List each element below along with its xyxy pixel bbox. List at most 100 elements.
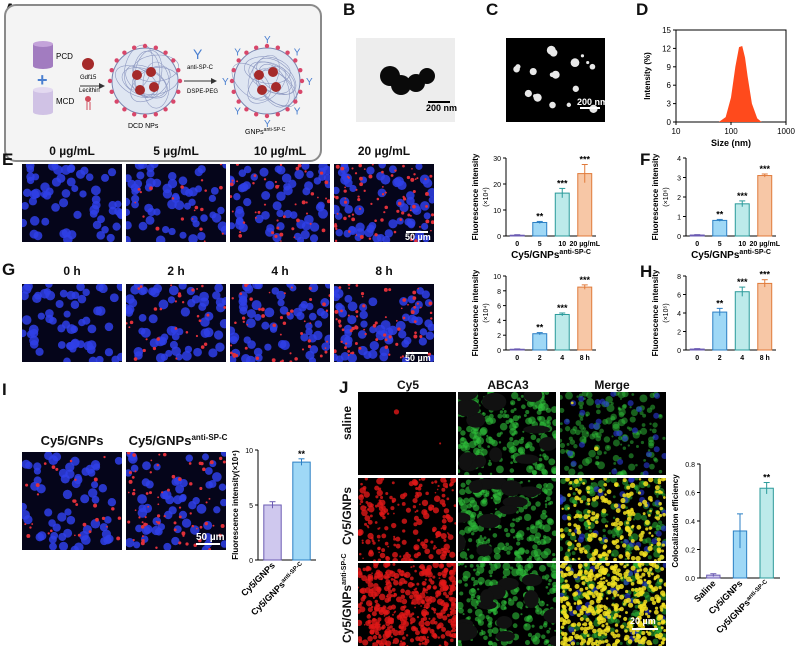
chartG-yunit: (×10⁴) <box>483 303 490 323</box>
antisp-label: anti-SP-C <box>187 65 214 71</box>
j-micrograph-r0-c1 <box>453 384 560 478</box>
d-xtick-label: 1000 <box>777 127 795 136</box>
chartH-category-label: 8 h <box>760 355 770 362</box>
chart-i: 0510Cy5/GNPs**Cy5/GNPsanti-SP-CFluoresce… <box>231 448 316 617</box>
chartH-category-label: 0 <box>695 355 699 362</box>
chartH-yunit: (×10⁵) <box>663 303 670 322</box>
chartE-xlabel: Cy5/GNPsanti-SP-C <box>511 249 591 260</box>
panel_e-condition-0: 0 µg/mL <box>49 144 95 158</box>
chartG-ytick-label: 0 <box>497 348 501 355</box>
chartG-bar <box>532 333 548 351</box>
chartH-bar <box>712 311 728 351</box>
gdf15-icon <box>82 58 94 70</box>
chartE-category-label: 5 <box>538 241 542 248</box>
panel_g-condition-1: 2 h <box>167 264 185 278</box>
micrograph-texture <box>121 159 231 245</box>
chartG-category-label: 0 <box>515 355 519 362</box>
chartG-significance: *** <box>579 275 590 285</box>
schematic-drawing: PCD + MCD Gdf15 Lecithin DCD NPs anti-SP… <box>33 35 313 136</box>
chartF-xlabel: Cy5/GNPsanti-SP-C <box>691 249 771 260</box>
j-micrograph-r0-c0 <box>358 392 456 475</box>
scalebar-c <box>580 107 600 109</box>
svg-text:Y: Y <box>264 119 271 130</box>
chartF-significance: *** <box>759 164 770 174</box>
chartH-ytick-label: 2 <box>677 330 681 337</box>
chartG-category-label: 8 h <box>580 355 590 362</box>
micrograph-texture <box>18 280 127 366</box>
chartG-ylabel: Fluorescence intensity <box>471 270 480 356</box>
antibody-icon: Y <box>193 46 203 62</box>
micrograph-texture <box>357 476 457 564</box>
chartH-significance: ** <box>716 298 724 308</box>
chartF-ylabel: Fluorescence intensity <box>651 153 660 240</box>
chartF-yunit: (×10⁶) <box>663 187 670 206</box>
j-col-abca3: ABCA3 <box>487 378 529 392</box>
chartF-ytick-label: 3 <box>677 176 681 183</box>
d-ylabel: Intensity (%) <box>643 52 652 100</box>
panel_e-condition-1: 5 µg/mL <box>153 144 199 158</box>
micrograph-texture <box>121 280 230 363</box>
chartI-ytick-label: 10 <box>245 448 253 455</box>
chartE-bar <box>532 221 548 237</box>
micrograph-texture <box>18 161 126 245</box>
micrograph-texture <box>450 474 559 564</box>
chartF-ytick-label: 1 <box>677 215 681 222</box>
j-micrograph-r1-c2 <box>557 475 670 564</box>
svg-text:Y: Y <box>264 35 271 46</box>
chartG-category-label: 4 <box>560 355 564 362</box>
panel_g-condition-0: 0 h <box>63 264 81 278</box>
j-row-cy5gnps: Cy5/GNPs <box>340 486 354 545</box>
chartE-significance: *** <box>579 155 590 165</box>
micrograph-texture <box>557 389 668 479</box>
chartF-ytick-label: 0 <box>677 234 681 241</box>
chartG-ytick-label: 4 <box>497 318 501 325</box>
chartE-category-label: 0 <box>515 241 519 248</box>
plus-icon: + <box>37 70 48 90</box>
panel_g-micrograph-3 <box>330 283 436 365</box>
micrograph-texture <box>124 449 229 555</box>
panel_g-micrograph-1 <box>121 280 230 363</box>
chartF-significance: *** <box>737 191 748 201</box>
chartH-significance: *** <box>737 277 748 287</box>
chartH-category-label: 2 <box>718 355 722 362</box>
chartE-ytick-label: 20 <box>493 182 501 189</box>
chart-g: 0 2 4 6 8 10 0 ** 2 *** 4 *** 8 h Fluorescence intens… <box>471 270 596 362</box>
i-condition-2: Cy5/GNPsanti-SP-C <box>128 433 228 449</box>
chartG-ytick-label: 8 <box>497 289 501 296</box>
chart-f: 0 1 2 3 4 0 ** 5 *** 10 *** 20 µg/mL Fluorescence in… <box>651 153 781 260</box>
d-size-distribution-area <box>718 45 762 122</box>
chartF-significance: ** <box>716 209 724 219</box>
j-col-merge: Merge <box>594 378 630 392</box>
chartG-significance: *** <box>557 303 568 313</box>
chartJ-category-label: Saline <box>692 578 718 604</box>
chartI-ytick-label: 5 <box>249 503 253 510</box>
chartE-ylabel: Fluorescence intensity <box>471 153 480 240</box>
micrograph-texture <box>393 409 442 445</box>
d-ytick-label: 6 <box>667 81 672 90</box>
panel_e-micrograph-0 <box>18 161 126 245</box>
chartH-category-label: 4 <box>740 355 744 362</box>
chartG-ytick-label: 6 <box>497 304 501 311</box>
svg-text:Y: Y <box>294 107 301 118</box>
d-ytick-label: 9 <box>667 63 672 72</box>
scalebar-c-label: 200 nm <box>577 97 609 107</box>
svg-text:Y: Y <box>306 77 313 88</box>
chartF-bar <box>712 219 728 237</box>
chartI-ytick-label: 0 <box>249 558 253 565</box>
d-ytick-label: 12 <box>662 44 671 53</box>
tem-particles <box>380 66 435 95</box>
chartE-significance: *** <box>557 178 568 188</box>
scalebar-e <box>406 231 428 233</box>
chartJ-ytick-label: 0.4 <box>685 519 695 526</box>
panel-label-e: E <box>2 150 14 169</box>
chartE-significance: ** <box>536 211 544 221</box>
chart-j: 0.00.20.40.60.8SalineCy5/GNPs**Cy5/GNPsa… <box>671 462 780 635</box>
panel_g-micrograph-2 <box>226 279 334 366</box>
chartH-ytick-label: 6 <box>677 293 681 300</box>
gnp-nanoparticle-icon: Y Y Y Y Y Y Y Y <box>222 35 313 130</box>
d-xtick-label: 10 <box>672 127 681 136</box>
chartJ-significance: ** <box>763 473 771 483</box>
chartI-ylabel: Fluorescence intensity(×10⁴) <box>231 450 240 560</box>
chartG-bar <box>577 286 593 351</box>
chartE-bar <box>554 192 570 237</box>
